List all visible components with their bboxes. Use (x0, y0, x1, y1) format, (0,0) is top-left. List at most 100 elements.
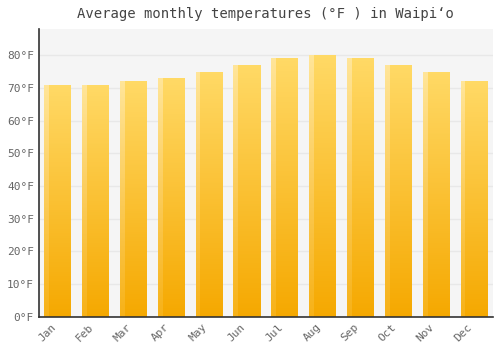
Bar (428, 181, 450, 182)
Bar (200, 247, 223, 248)
Bar (271, 122, 276, 123)
Bar (460, 257, 466, 258)
Bar (82, 217, 87, 218)
Bar (162, 243, 185, 244)
Bar (124, 291, 147, 292)
Bar (422, 244, 428, 246)
Bar (347, 73, 352, 74)
Bar (314, 118, 336, 119)
Bar (390, 220, 412, 221)
Bar (158, 97, 162, 98)
Bar (234, 228, 238, 229)
Bar (82, 247, 87, 248)
Bar (352, 197, 374, 198)
Bar (158, 156, 162, 157)
Bar (82, 309, 87, 310)
Bar (314, 198, 336, 199)
Bar (49, 293, 72, 294)
Bar (44, 244, 49, 245)
Bar (309, 275, 314, 276)
Bar (271, 208, 276, 210)
Bar (276, 176, 298, 177)
Bar (390, 298, 412, 299)
Bar (238, 229, 260, 230)
Bar (49, 124, 72, 125)
Bar (234, 157, 238, 158)
Bar (238, 147, 260, 148)
Bar (314, 123, 336, 125)
Bar (352, 118, 374, 119)
Bar (87, 108, 109, 109)
Bar (314, 74, 336, 75)
Bar (271, 164, 276, 166)
Bar (158, 180, 162, 181)
Bar (422, 134, 428, 135)
Bar (158, 173, 162, 174)
Bar (49, 132, 72, 133)
Bar (390, 114, 412, 116)
Bar (120, 110, 124, 111)
Bar (234, 172, 238, 173)
Bar (87, 269, 109, 270)
Bar (314, 104, 336, 105)
Bar (196, 285, 200, 286)
Bar (120, 219, 124, 220)
Bar (124, 278, 147, 279)
Bar (309, 67, 314, 68)
Bar (309, 251, 314, 253)
Bar (347, 277, 352, 278)
Bar (466, 184, 488, 185)
Bar (314, 72, 336, 74)
Bar (87, 217, 109, 218)
Bar (238, 169, 260, 171)
Bar (82, 250, 87, 251)
Bar (385, 131, 390, 132)
Bar (234, 266, 238, 268)
Bar (390, 162, 412, 163)
Bar (234, 283, 238, 284)
Bar (347, 149, 352, 150)
Bar (196, 114, 200, 116)
Bar (390, 290, 412, 292)
Bar (120, 122, 124, 124)
Bar (352, 159, 374, 161)
Bar (428, 256, 450, 257)
Bar (49, 100, 72, 101)
Bar (271, 61, 276, 62)
Bar (271, 172, 276, 174)
Bar (49, 234, 72, 236)
Bar (49, 229, 72, 230)
Bar (162, 166, 185, 168)
Bar (271, 79, 276, 81)
Bar (238, 135, 260, 137)
Bar (390, 214, 412, 215)
Bar (385, 264, 390, 265)
Bar (82, 304, 87, 305)
Bar (238, 161, 260, 162)
Bar (352, 119, 374, 120)
Bar (390, 221, 412, 222)
Bar (309, 102, 314, 104)
Bar (466, 204, 488, 205)
Bar (422, 232, 428, 233)
Bar (466, 161, 488, 163)
Bar (44, 122, 49, 123)
Bar (428, 279, 450, 280)
Bar (271, 191, 276, 193)
Bar (466, 196, 488, 197)
Bar (347, 82, 352, 83)
Bar (124, 246, 147, 247)
Bar (120, 159, 124, 160)
Bar (196, 241, 200, 242)
Bar (49, 161, 72, 162)
Bar (234, 125, 238, 127)
Bar (460, 211, 466, 212)
Bar (234, 255, 238, 257)
Bar (347, 176, 352, 177)
Bar (309, 258, 314, 259)
Bar (422, 175, 428, 176)
Bar (124, 198, 147, 199)
Bar (87, 129, 109, 130)
Bar (347, 111, 352, 113)
Bar (158, 139, 162, 140)
